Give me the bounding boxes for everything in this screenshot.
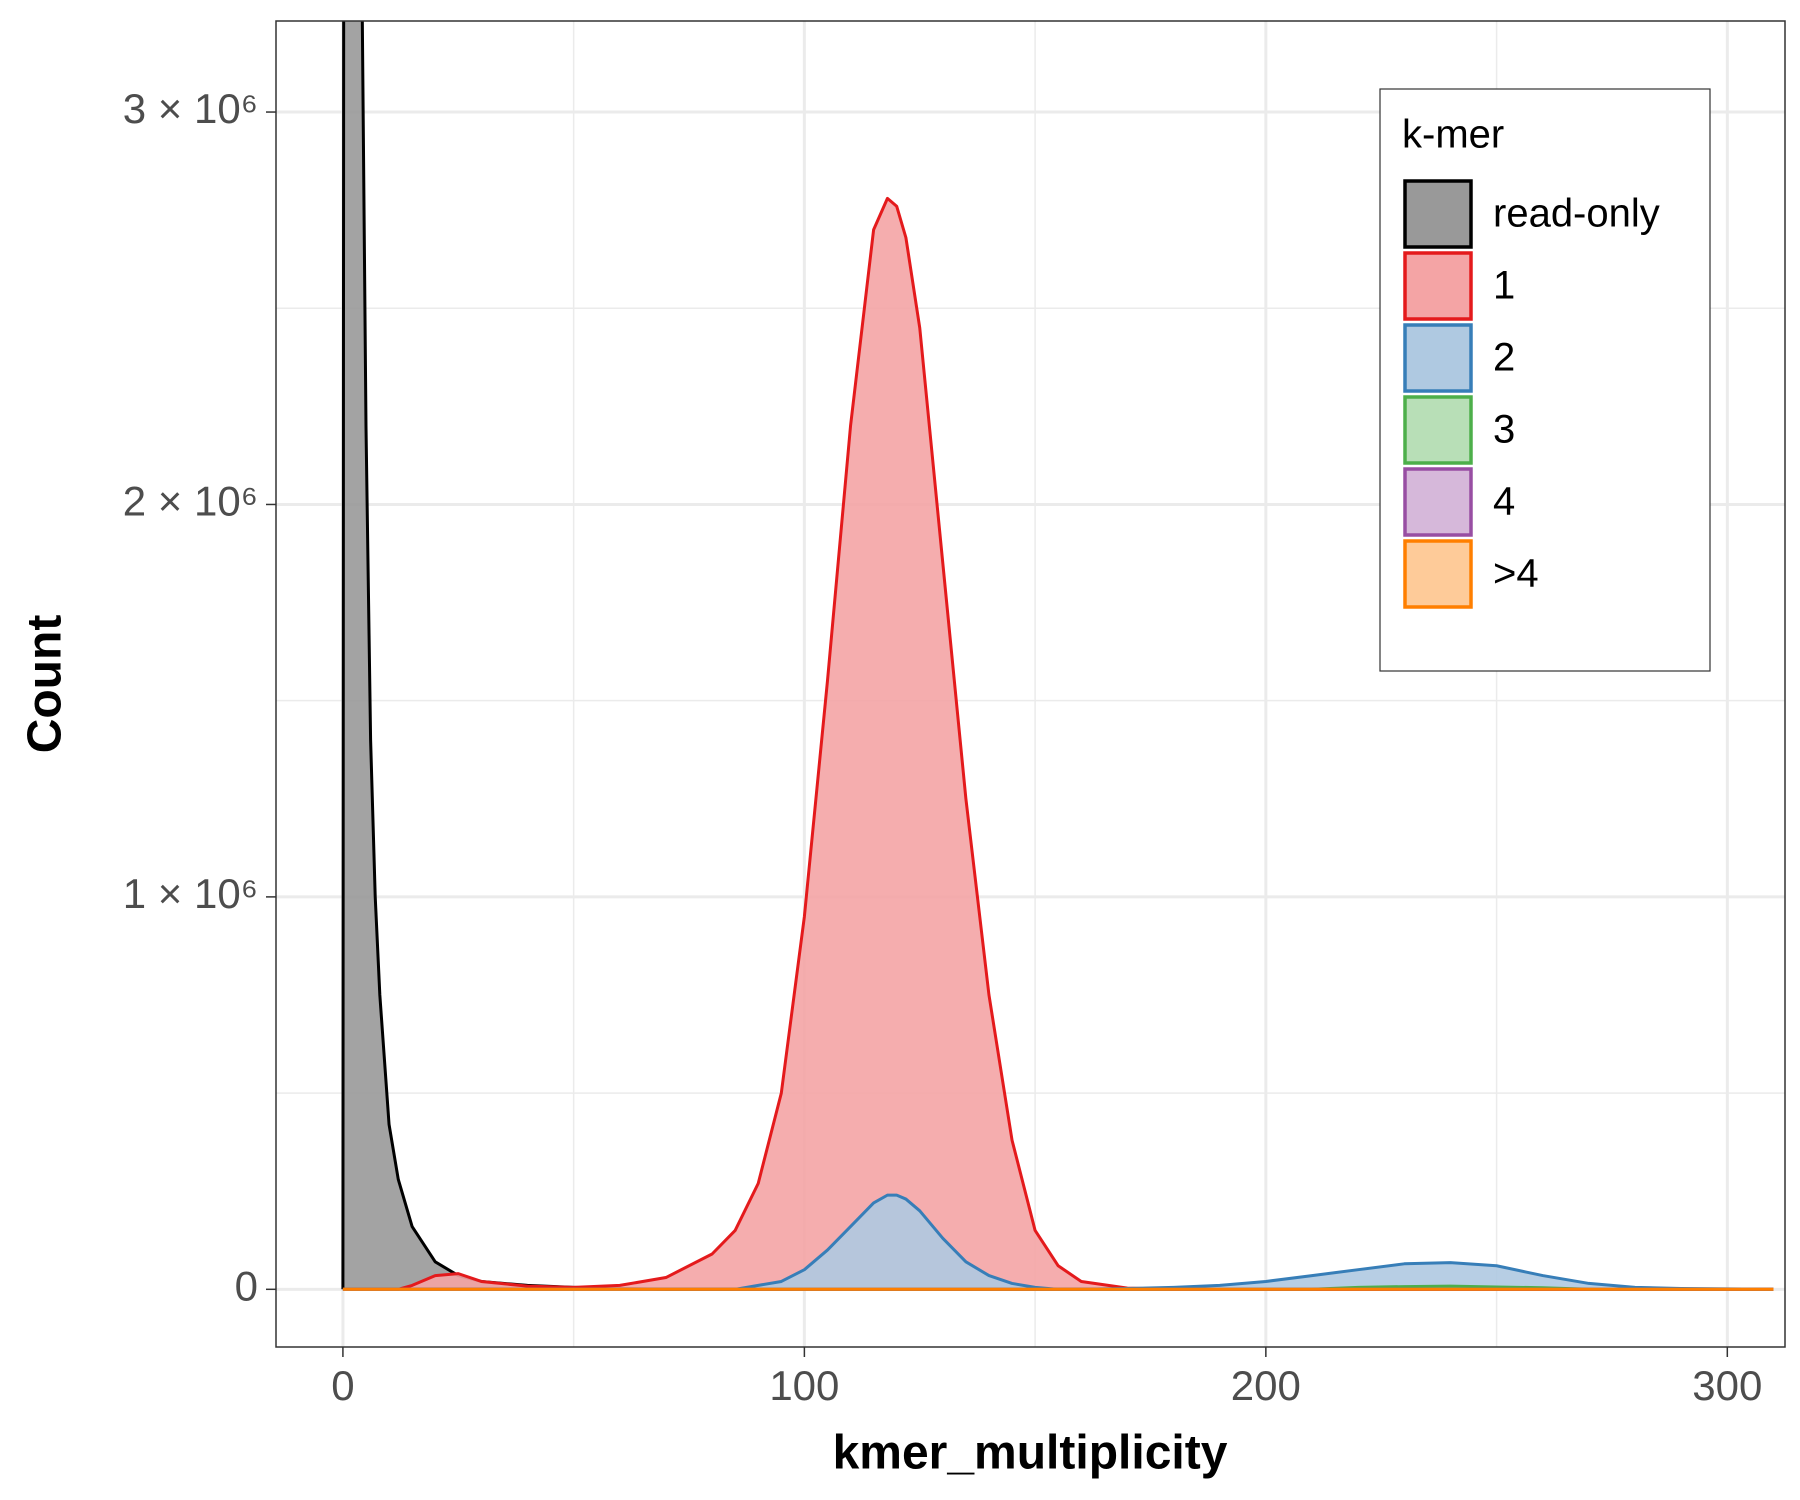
panel-border [275, 20, 1786, 1348]
y-tick-label: 2 × 10⁶ [123, 478, 258, 525]
x-tick-label: 100 [769, 1362, 839, 1409]
x-axis-title: kmer_multiplicity [833, 1427, 1228, 1480]
y-tick-label: 3 × 10⁶ [123, 85, 258, 132]
legend-title: k-mer [1402, 113, 1504, 157]
legend-key [1403, 467, 1473, 537]
legend-label: >4 [1493, 552, 1539, 596]
x-tick-label: 200 [1231, 1362, 1301, 1409]
legend-key [1403, 395, 1473, 465]
plot-area [341, 21, 1774, 1291]
legend: k-mer read-only 1 2 3 4 >4 [1379, 88, 1711, 672]
legend-label: 1 [1493, 264, 1515, 308]
x-tick-label: 0 [331, 1362, 354, 1409]
y-tick-label: 1 × 10⁶ [123, 870, 258, 917]
x-tick-label: 300 [1692, 1362, 1762, 1409]
legend-label: 2 [1493, 336, 1515, 380]
y-tick-label: 0 [235, 1262, 258, 1309]
legend-key [1403, 251, 1473, 321]
y-axis-title: Count [19, 615, 72, 754]
legend-label: read-only [1493, 192, 1660, 236]
legend-label: 3 [1493, 408, 1515, 452]
legend-key [1403, 179, 1473, 249]
legend-key [1403, 539, 1473, 609]
axes: 0 100 200 300 0 1 × 10⁶ 2 × 10⁶ 3 × 10⁶ [123, 85, 1763, 1409]
area-fill [342, 1195, 1774, 1290]
legend-key [1403, 323, 1473, 393]
legend-label: 4 [1493, 480, 1515, 524]
